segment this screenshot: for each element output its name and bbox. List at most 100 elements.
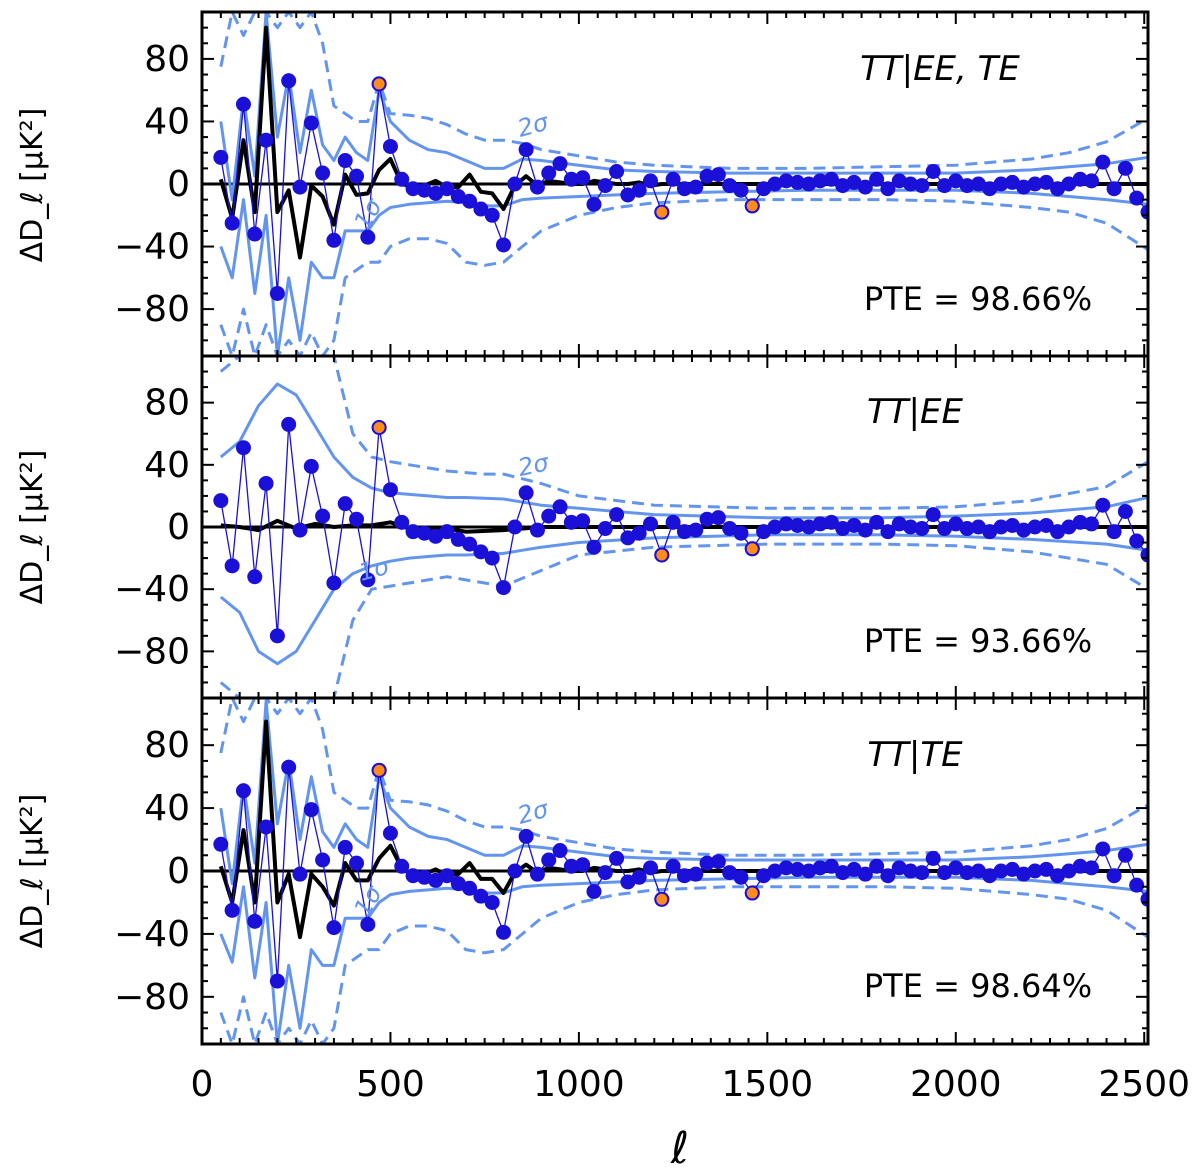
data-point	[688, 866, 704, 882]
data-point	[1072, 858, 1088, 874]
data-point	[823, 514, 839, 530]
data-point	[258, 132, 274, 148]
panel-middle-annotation: TT|EE	[867, 392, 963, 432]
data-point	[473, 201, 489, 217]
outlier-point	[654, 547, 670, 563]
data-point	[857, 866, 873, 882]
band-2sigma-lower	[219, 198, 1148, 356]
panel-middle-plot	[202, 356, 1148, 698]
data-point	[880, 181, 896, 197]
data-point	[529, 522, 545, 538]
data-point	[1038, 861, 1054, 877]
data-point	[1061, 176, 1077, 192]
data-point	[1106, 181, 1122, 197]
y-tick-label: 0	[167, 851, 190, 892]
y-tick-label: −40	[114, 227, 190, 268]
data-point	[597, 521, 613, 537]
band-2sigma-lower	[219, 542, 1148, 698]
data-point	[665, 514, 681, 530]
data-point	[1106, 524, 1122, 540]
data-point	[823, 171, 839, 187]
data-point	[529, 179, 545, 195]
data-point	[473, 544, 489, 560]
data-point	[518, 828, 534, 844]
data-point	[609, 507, 625, 523]
data-point	[326, 575, 342, 591]
data-point	[428, 528, 444, 544]
band-1sigma-upper	[219, 699, 1148, 886]
data-point	[970, 863, 986, 879]
data-point	[699, 855, 715, 871]
panel-top-plot	[202, 12, 1148, 356]
data-point	[382, 482, 398, 498]
data-point	[315, 508, 331, 524]
data-point	[1129, 533, 1145, 549]
data-point	[778, 173, 794, 189]
panel-middle-ylabel: ΔD_ℓ [μK²]	[15, 450, 50, 605]
panel-bottom-sigma2-label: 2σ	[515, 795, 552, 830]
data-point	[914, 521, 930, 537]
data-point	[722, 865, 738, 881]
data-point	[586, 883, 602, 899]
data-point	[484, 550, 500, 566]
data-point	[688, 179, 704, 195]
panel-bottom: −80 −40 0 40 80 TT|TE PTE = 98.64% 1σ 2σ ΔD_…	[15, 696, 1190, 1173]
data-point	[643, 173, 659, 189]
panel-bottom-pte: PTE = 98.64%	[864, 967, 1092, 1005]
data-point	[846, 174, 862, 190]
data-point	[733, 182, 749, 198]
data-point	[575, 857, 591, 873]
data-point	[1095, 497, 1111, 513]
data-point	[631, 182, 647, 198]
data-point	[247, 226, 263, 242]
data-point	[405, 524, 421, 540]
data-point	[450, 189, 466, 205]
data-point	[473, 888, 489, 904]
data-point	[823, 858, 839, 874]
data-point	[1129, 877, 1145, 893]
data-point	[1117, 503, 1133, 519]
data-point	[1061, 863, 1077, 879]
data-point	[869, 171, 885, 187]
band-1sigma-upper	[219, 382, 1148, 520]
data-point	[292, 866, 308, 882]
data-point	[518, 485, 534, 501]
data-point	[1038, 174, 1054, 190]
data-point	[857, 179, 873, 195]
data-point	[337, 153, 353, 169]
data-point	[620, 187, 636, 203]
data-point	[982, 181, 998, 197]
panel-bottom-plot	[202, 698, 1148, 1044]
data-point	[247, 913, 263, 929]
data-point	[405, 181, 421, 197]
data-point	[507, 176, 523, 192]
data-point	[756, 181, 772, 197]
data-point	[959, 178, 975, 194]
outlier-point	[744, 541, 760, 557]
data-point	[496, 580, 512, 596]
data-point	[1027, 176, 1043, 192]
data-point	[1004, 861, 1020, 877]
data-point	[349, 168, 365, 184]
x-tick-labels: 0 500 1000 1500 2000 2500	[191, 1064, 1190, 1105]
data-point	[767, 176, 783, 192]
outlier-point	[744, 198, 760, 214]
data-point	[710, 510, 726, 526]
data-point	[552, 499, 568, 515]
data-point	[235, 440, 251, 456]
data-point	[948, 516, 964, 532]
data-point	[416, 869, 432, 885]
data-point	[846, 861, 862, 877]
y-tick-label: −80	[114, 631, 190, 672]
panel-bottom-sigma1-label: 1σ	[348, 880, 388, 921]
data-point	[405, 868, 421, 884]
data-point	[846, 517, 862, 533]
data-point	[914, 865, 930, 881]
data-point	[337, 839, 353, 855]
data-point	[281, 416, 297, 432]
data-point	[801, 176, 817, 192]
data-point	[416, 525, 432, 541]
data-point	[360, 916, 376, 932]
panel-bottom-ylabel: ΔD_ℓ [μK²]	[15, 794, 50, 949]
y-tick-label: 80	[144, 383, 190, 424]
